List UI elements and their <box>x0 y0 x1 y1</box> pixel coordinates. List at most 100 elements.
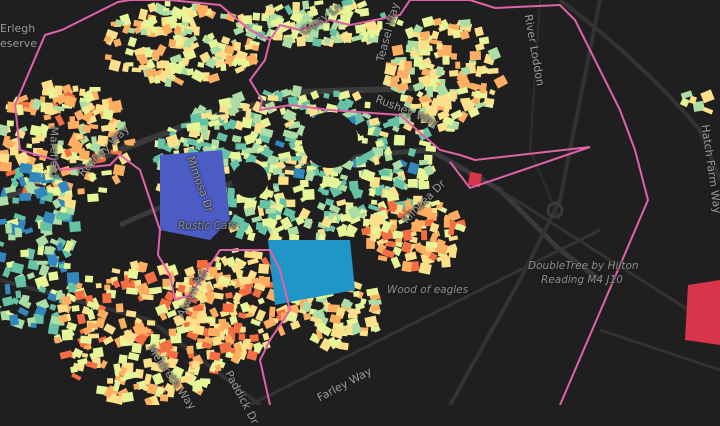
building <box>0 196 9 207</box>
building <box>123 138 136 145</box>
building <box>294 215 305 226</box>
building <box>50 288 58 295</box>
building <box>17 306 30 317</box>
building <box>303 312 312 321</box>
building <box>146 320 156 326</box>
building <box>87 322 98 329</box>
building <box>0 123 10 137</box>
building <box>421 230 428 241</box>
building <box>129 260 140 271</box>
building <box>49 238 59 246</box>
building <box>196 260 206 269</box>
label-reserve: eserve <box>0 37 38 50</box>
building <box>60 295 72 306</box>
building <box>5 223 13 234</box>
building <box>195 4 209 14</box>
building <box>227 187 236 199</box>
road <box>448 0 602 405</box>
building <box>348 180 359 191</box>
building <box>384 185 391 191</box>
building <box>71 305 80 312</box>
building <box>87 172 97 182</box>
building <box>425 145 437 153</box>
building <box>197 61 205 68</box>
building <box>261 276 271 286</box>
building <box>246 349 258 361</box>
building <box>216 132 228 142</box>
building <box>19 162 33 175</box>
building <box>448 23 460 31</box>
building <box>478 36 490 45</box>
building <box>493 74 509 89</box>
label-doubletree-2[interactable]: Reading M4 J10 <box>541 274 623 286</box>
building <box>33 129 42 136</box>
building <box>330 325 345 340</box>
building <box>252 113 262 124</box>
building <box>366 287 379 297</box>
building <box>244 250 256 259</box>
building <box>470 82 482 90</box>
building <box>488 89 496 96</box>
building <box>318 323 333 337</box>
building <box>454 222 467 233</box>
building <box>351 90 362 102</box>
building <box>20 249 29 258</box>
building <box>79 135 90 145</box>
building <box>77 357 89 367</box>
label-doubletree-1[interactable]: DoubleTree by Hilton <box>528 260 639 272</box>
building <box>299 179 309 188</box>
building <box>443 216 451 228</box>
building <box>436 42 443 50</box>
building <box>292 167 306 180</box>
building <box>250 277 260 285</box>
building <box>366 238 375 249</box>
building <box>106 278 112 284</box>
building <box>181 11 189 22</box>
map-canvas[interactable] <box>0 0 720 405</box>
building <box>262 188 274 199</box>
building <box>89 87 101 92</box>
building <box>168 38 177 48</box>
building <box>96 308 109 320</box>
building <box>388 202 398 213</box>
building <box>103 323 116 335</box>
building <box>112 379 121 392</box>
building <box>455 61 461 69</box>
building <box>92 107 101 116</box>
building <box>268 306 276 318</box>
building <box>17 219 27 230</box>
building <box>193 26 200 36</box>
building <box>232 298 241 306</box>
building <box>402 229 413 242</box>
building <box>376 215 385 225</box>
building <box>209 351 221 361</box>
building <box>359 7 370 17</box>
label-wood-of-eagles[interactable]: Wood of eagles <box>387 284 469 296</box>
building <box>206 291 215 300</box>
building <box>212 292 224 300</box>
building <box>46 163 58 175</box>
building <box>195 278 204 288</box>
building <box>15 94 29 104</box>
building <box>225 11 237 23</box>
building <box>76 282 83 290</box>
building <box>419 57 432 68</box>
building <box>61 329 73 341</box>
building <box>284 119 296 129</box>
building <box>33 185 49 200</box>
building <box>95 317 106 329</box>
building <box>368 188 377 197</box>
building <box>372 154 380 166</box>
building <box>417 40 431 50</box>
building <box>263 146 272 158</box>
building <box>133 47 145 57</box>
building <box>251 288 263 299</box>
building <box>418 139 432 148</box>
roundabout <box>546 201 564 219</box>
building <box>144 271 158 285</box>
label-rustic-cafe[interactable]: Rustic Cafe <box>178 220 238 232</box>
building <box>146 383 158 395</box>
building <box>104 284 111 291</box>
building <box>79 88 86 97</box>
building <box>126 371 139 380</box>
